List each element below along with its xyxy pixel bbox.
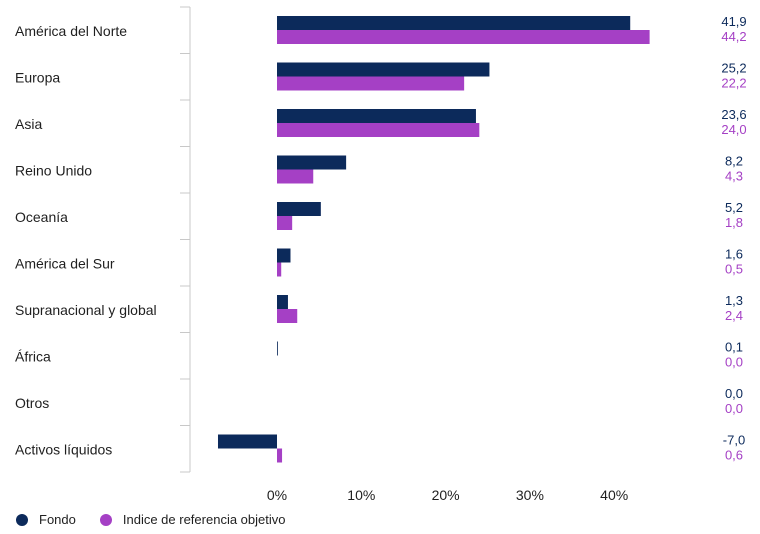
category-label: Activos líquidos — [15, 442, 112, 458]
value-label-indice: 44,2 — [721, 29, 746, 44]
category-label: América del Sur — [15, 256, 115, 272]
value-label-indice: 1,8 — [725, 215, 743, 230]
value-label-fondo: 25,2 — [721, 61, 746, 76]
value-label-fondo: 23,6 — [721, 107, 746, 122]
bar-indice — [277, 76, 465, 91]
value-label-fondo: 8,2 — [725, 154, 743, 169]
x-tick-label: 40% — [600, 487, 628, 503]
axis-layer — [180, 6, 191, 473]
bar-fondo — [277, 248, 291, 263]
bar-indice — [277, 123, 480, 137]
value-label-fondo: -7,0 — [723, 433, 745, 448]
value-label-indice: 0,0 — [725, 355, 743, 370]
value-label-indice: 0,6 — [725, 448, 743, 463]
legend-item-fondo[interactable]: Fondo — [16, 512, 76, 527]
bar-fondo — [277, 295, 288, 309]
bar-fondo — [277, 16, 631, 30]
value-label-fondo: 5,2 — [725, 200, 743, 215]
value-label-indice: 0,0 — [725, 401, 743, 416]
bar-indice — [277, 309, 298, 323]
category-label: Reino Unido — [15, 163, 92, 179]
bar-fondo — [277, 341, 278, 356]
bar-indice — [277, 169, 314, 184]
value-label-indice: 24,0 — [721, 122, 746, 137]
value-label-fondo: 1,6 — [725, 247, 743, 262]
x-tick-label: 10% — [347, 487, 375, 503]
bar-fondo — [277, 109, 476, 123]
bar-indice — [277, 30, 650, 44]
legend-label-indice: Indice de referencia objetivo — [122, 512, 286, 527]
category-label: Europa — [15, 70, 60, 86]
value-label-indice: 2,4 — [725, 308, 743, 323]
legend-swatch-indice — [99, 513, 112, 526]
value-label-fondo: 0,1 — [725, 340, 743, 355]
legend: Fondo Indice de referencia objetivo — [16, 512, 309, 527]
bar-indice — [277, 448, 283, 463]
bar-indice — [277, 262, 282, 277]
category-label: Otros — [15, 395, 49, 411]
category-label: Asia — [15, 116, 42, 132]
bar-fondo — [277, 155, 347, 170]
bar-indice — [277, 216, 293, 230]
legend-swatch-fondo — [16, 513, 28, 526]
bars — [217, 16, 650, 463]
value-label-indice: 22,2 — [721, 76, 746, 91]
category-label: América del Norte — [15, 23, 127, 39]
value-label-fondo: 0,0 — [725, 386, 743, 401]
bar-fondo — [217, 434, 277, 449]
category-label: Supranacional y global — [15, 302, 157, 318]
x-tick-labels: 0% 10% 20% 30% 40% — [267, 487, 628, 503]
legend-label-fondo: Fondo — [39, 512, 76, 527]
category-label: África — [15, 349, 51, 365]
value-label-fondo: 41,9 — [721, 14, 746, 29]
value-label-indice: 4,3 — [725, 169, 743, 184]
category-labels: América del Norte Europa Asia Reino Unido Oc… — [15, 23, 157, 458]
bar-fondo — [277, 62, 490, 77]
legend-item-indice[interactable]: Indice de referencia objetivo — [99, 512, 286, 527]
value-labels: 41,944,225,222,223,624,08,24,35,21,81,60… — [721, 14, 746, 463]
x-tick-label: 20% — [432, 487, 460, 503]
x-tick-label: 0% — [267, 487, 287, 503]
category-label: Oceanía — [15, 209, 68, 225]
value-label-indice: 0,5 — [725, 262, 743, 277]
value-label-fondo: 1,3 — [725, 293, 743, 308]
bar-fondo — [277, 202, 321, 216]
x-tick-label: 30% — [516, 487, 544, 503]
